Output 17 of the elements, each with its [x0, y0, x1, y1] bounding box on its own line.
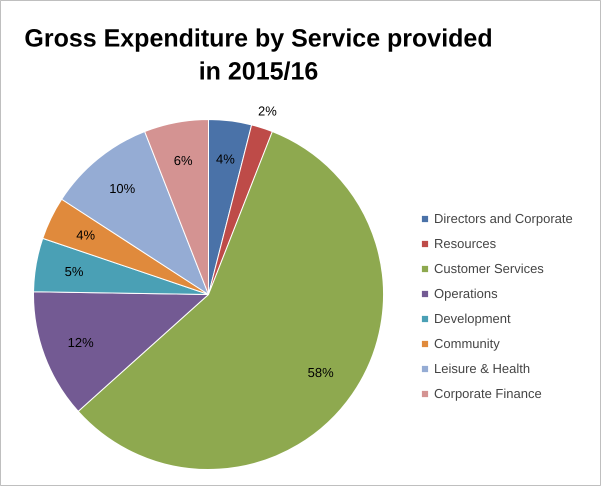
- legend-label: Operations: [434, 286, 498, 301]
- legend-label: Leisure & Health: [434, 361, 530, 376]
- legend-label: Customer Services: [434, 261, 544, 276]
- legend-label: Corporate Finance: [434, 386, 542, 401]
- chart-title: Gross Expenditure by Service provided in 2015/16: [24, 24, 493, 86]
- data-label: 4%: [76, 228, 96, 242]
- data-label: 12%: [68, 334, 94, 350]
- data-label: 6%: [174, 152, 194, 168]
- data-label: 58%: [308, 364, 334, 380]
- data-label: 5%: [64, 264, 84, 279]
- data-label: 4%: [216, 152, 236, 167]
- data-label: 10%: [109, 181, 136, 196]
- legend-label: Resources: [434, 236, 496, 251]
- legend-label: Directors and Corporate: [434, 211, 573, 226]
- data-label: 2%: [258, 104, 278, 119]
- legend-label: Community: [434, 336, 500, 351]
- legend-label: Development: [434, 311, 511, 326]
